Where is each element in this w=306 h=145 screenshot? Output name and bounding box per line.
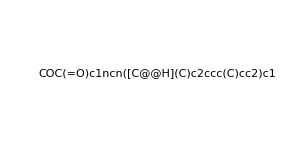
Text: COC(=O)c1ncn([C@@H](C)c2ccc(C)cc2)c1: COC(=O)c1ncn([C@@H](C)c2ccc(C)cc2)c1 [38,68,276,78]
